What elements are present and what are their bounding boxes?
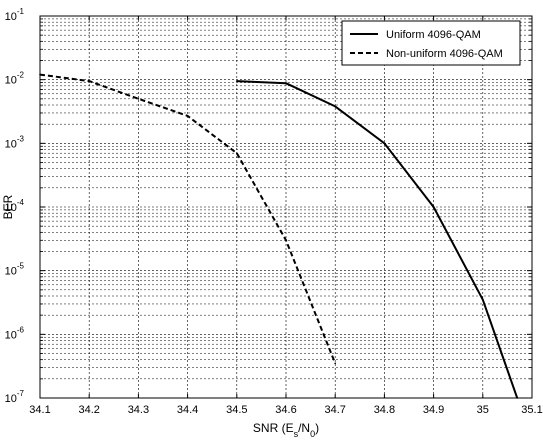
series-point-0: [236, 80, 238, 82]
x-tick-label: 34.4: [177, 404, 198, 416]
x-axis-label-end: ): [315, 421, 319, 435]
x-tick-labels: 34.1 34.2 34.3 34.4 34.5 34.6 34.7 34.8 34.9 35 35…: [29, 404, 542, 416]
x-tick-label: 34.2: [78, 404, 99, 416]
y-tick-label: 10-4: [5, 198, 25, 214]
y-tick-exponent: -7: [17, 389, 25, 398]
x-tick-label: 34.9: [423, 404, 444, 416]
x-tick-label: 34.5: [226, 404, 247, 416]
x-tick-label: 35.1: [521, 404, 542, 416]
x-tick-label: 34.7: [324, 404, 345, 416]
series-point-1: [137, 98, 140, 100]
y-tick-exponent: -1: [17, 7, 25, 16]
x-tick-label: 34.1: [29, 404, 50, 416]
y-tick-label: 10-3: [5, 134, 25, 150]
y-tick-base: 10: [5, 138, 17, 150]
series-point-1: [285, 239, 287, 242]
series-point-0: [383, 142, 386, 145]
series-point-0: [334, 105, 337, 108]
y-tick-base: 10: [5, 202, 17, 214]
y-tick-labels: 10-710-610-510-410-310-210-1: [5, 7, 25, 405]
x-axis-label-mid: /N: [298, 421, 310, 435]
y-axis-label: BER: [1, 194, 15, 219]
grid-lines: [40, 16, 532, 398]
y-tick-label: 10-5: [5, 262, 25, 278]
series-point-0: [285, 82, 287, 85]
legend-label-uniform: Uniform 4096-QAM: [386, 29, 481, 41]
x-tick-label: 34.8: [374, 404, 395, 416]
y-tick-base: 10: [5, 393, 17, 405]
x-axis-label-main: SNR (E: [253, 421, 294, 435]
series-layer: [39, 73, 519, 399]
y-tick-base: 10: [5, 266, 17, 278]
x-tick-label: 35: [477, 404, 489, 416]
tick-marks: [39, 15, 533, 399]
legend-label-nonuniform: Non-uniform 4096-QAM: [386, 48, 503, 60]
y-tick-base: 10: [5, 11, 17, 23]
series-point-0: [432, 206, 435, 208]
x-tick-label: 34.6: [275, 404, 296, 416]
legend-box: [341, 20, 521, 66]
x-axis-label-sub2: 0: [310, 429, 315, 439]
y-tick-base: 10: [5, 329, 17, 341]
y-tick-exponent: -2: [17, 71, 25, 80]
y-tick-label: 10-1: [5, 7, 25, 23]
x-axis-label-sub1: s: [294, 429, 299, 439]
y-tick-label: 10-2: [5, 71, 25, 87]
y-tick-label: 10-6: [5, 325, 25, 341]
y-tick-label: 10-7: [5, 389, 25, 405]
series-point-1: [334, 362, 337, 365]
x-tick-label: 34.3: [128, 404, 149, 416]
series-point-0: [482, 298, 484, 301]
x-axis-label: SNR (Es/N0): [253, 421, 319, 439]
y-tick-exponent: -6: [17, 325, 25, 334]
y-tick-exponent: -3: [17, 134, 25, 143]
series-point-1: [88, 80, 90, 82]
series-point-1: [236, 152, 238, 154]
y-tick-base: 10: [5, 75, 17, 87]
y-tick-exponent: -5: [17, 262, 25, 271]
series-point-1: [186, 115, 189, 117]
legend: Uniform 4096-QAM Non-uniform 4096-QAM: [341, 20, 521, 66]
y-tick-exponent: -4: [17, 198, 25, 207]
